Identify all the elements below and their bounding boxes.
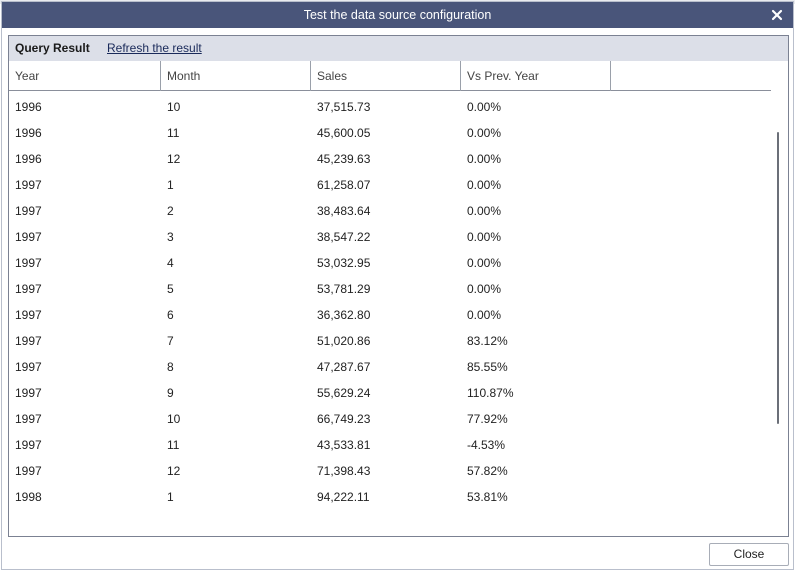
cell-month: 1 xyxy=(167,490,174,504)
cell-vs-prev-year: 77.92% xyxy=(467,412,508,426)
cell-vs-prev-year: 0.00% xyxy=(467,308,502,322)
cell-year: 1997 xyxy=(15,256,42,270)
table-row[interactable]: 1997 12 71,398.43 57.82% xyxy=(9,458,771,484)
cell-vs-prev-year: 0.00% xyxy=(467,100,502,114)
cell-sales: 38,483.64 xyxy=(317,204,371,218)
cell-month: 4 xyxy=(167,256,174,270)
cell-month: 12 xyxy=(167,152,181,166)
table-body: 1996 10 37,515.73 0.00% 1996 11 45,600.05 0.00%… xyxy=(9,92,771,532)
dialog-title-bar: Test the data source configuration xyxy=(2,2,793,28)
cell-vs-prev-year: 0.00% xyxy=(467,204,502,218)
cell-month: 10 xyxy=(167,100,181,114)
cell-sales: 51,020.86 xyxy=(317,334,371,348)
dialog-title: Test the data source configuration xyxy=(303,8,492,22)
cell-month: 8 xyxy=(167,360,174,374)
cell-sales: 43,533.81 xyxy=(317,438,371,452)
table-row[interactable]: 1997 2 38,483.64 0.00% xyxy=(9,198,771,224)
cell-vs-prev-year: 83.12% xyxy=(467,334,508,348)
cell-month: 5 xyxy=(167,282,174,296)
cell-month: 9 xyxy=(167,386,174,400)
cell-year: 1997 xyxy=(15,230,42,244)
cell-sales: 45,600.05 xyxy=(317,126,371,140)
table-row[interactable]: 1997 8 47,287.67 85.55% xyxy=(9,354,771,380)
close-icon[interactable] xyxy=(767,5,787,25)
cell-month: 6 xyxy=(167,308,174,322)
cell-sales: 53,032.95 xyxy=(317,256,371,270)
cell-month: 1 xyxy=(167,178,174,192)
table-row[interactable]: 1997 4 53,032.95 0.00% xyxy=(9,250,771,276)
cell-month: 2 xyxy=(167,204,174,218)
table-row[interactable]: 1997 1 61,258.07 0.00% xyxy=(9,172,771,198)
cell-sales: 38,547.22 xyxy=(317,230,371,244)
cell-vs-prev-year: 0.00% xyxy=(467,178,502,192)
table-header: Year Month Sales Vs Prev. Year xyxy=(9,61,771,91)
cell-sales: 61,258.07 xyxy=(317,178,371,192)
cell-vs-prev-year: -4.53% xyxy=(467,438,506,452)
cell-sales: 47,287.67 xyxy=(317,360,371,374)
cell-sales: 55,629.24 xyxy=(317,386,371,400)
cell-year: 1997 xyxy=(15,204,42,218)
cell-vs-prev-year: 57.82% xyxy=(467,464,508,478)
cell-vs-prev-year: 0.00% xyxy=(467,152,502,166)
panel-header: Query Result Refresh the result xyxy=(9,36,788,61)
cell-month: 10 xyxy=(167,412,181,426)
cell-sales: 94,222.11 xyxy=(317,490,370,504)
cell-vs-prev-year: 0.00% xyxy=(467,126,502,140)
cell-vs-prev-year: 110.87% xyxy=(467,386,514,400)
close-button[interactable]: Close xyxy=(709,543,789,566)
column-header-year[interactable]: Year xyxy=(9,61,161,91)
table-row[interactable]: 1996 10 37,515.73 0.00% xyxy=(9,94,771,120)
cell-month: 7 xyxy=(167,334,174,348)
cell-sales: 71,398.43 xyxy=(317,464,371,478)
query-result-label: Query Result xyxy=(15,41,90,55)
cell-vs-prev-year: 85.55% xyxy=(467,360,508,374)
cell-month: 3 xyxy=(167,230,174,244)
query-result-panel: Query Result Refresh the result Year Mon… xyxy=(8,35,789,537)
table-row[interactable]: 1997 10 66,749.23 77.92% xyxy=(9,406,771,432)
table-row[interactable]: 1997 9 55,629.24 110.87% xyxy=(9,380,771,406)
refresh-result-link[interactable]: Refresh the result xyxy=(107,41,202,55)
cell-year: 1997 xyxy=(15,308,42,322)
cell-sales: 53,781.29 xyxy=(317,282,371,296)
vertical-scrollbar[interactable] xyxy=(775,92,781,532)
table-row[interactable]: 1997 11 43,533.81 -4.53% xyxy=(9,432,771,458)
cell-month: 11 xyxy=(167,438,180,452)
cell-year: 1997 xyxy=(15,412,42,426)
cell-year: 1997 xyxy=(15,438,42,452)
column-header-sales[interactable]: Sales xyxy=(311,61,461,91)
column-header-month[interactable]: Month xyxy=(161,61,311,91)
cell-sales: 45,239.63 xyxy=(317,152,371,166)
table-row[interactable]: 1997 5 53,781.29 0.00% xyxy=(9,276,771,302)
cell-year: 1997 xyxy=(15,282,42,296)
cell-year: 1997 xyxy=(15,464,42,478)
cell-sales: 37,515.73 xyxy=(317,100,371,114)
cell-sales: 36,362.80 xyxy=(317,308,371,322)
cell-year: 1996 xyxy=(15,100,42,114)
cell-vs-prev-year: 0.00% xyxy=(467,230,502,244)
column-header-vs-prev-year[interactable]: Vs Prev. Year xyxy=(461,61,611,91)
cell-vs-prev-year: 53.81% xyxy=(467,490,508,504)
table-row[interactable]: 1997 7 51,020.86 83.12% xyxy=(9,328,771,354)
cell-month: 11 xyxy=(167,126,180,140)
table-row[interactable]: 1996 11 45,600.05 0.00% xyxy=(9,120,771,146)
cell-vs-prev-year: 0.00% xyxy=(467,256,502,270)
cell-year: 1997 xyxy=(15,360,42,374)
cell-year: 1997 xyxy=(15,386,42,400)
scrollbar-thumb[interactable] xyxy=(777,132,779,424)
table-row[interactable]: 1996 12 45,239.63 0.00% xyxy=(9,146,771,172)
cell-year: 1996 xyxy=(15,126,42,140)
table-row[interactable]: 1997 6 36,362.80 0.00% xyxy=(9,302,771,328)
table-row[interactable]: 1998 1 94,222.11 53.81% xyxy=(9,484,771,510)
cell-year: 1996 xyxy=(15,152,42,166)
cell-sales: 66,749.23 xyxy=(317,412,371,426)
cell-year: 1997 xyxy=(15,178,42,192)
cell-vs-prev-year: 0.00% xyxy=(467,282,502,296)
cell-year: 1998 xyxy=(15,490,42,504)
cell-month: 12 xyxy=(167,464,181,478)
cell-year: 1997 xyxy=(15,334,42,348)
table-row[interactable]: 1997 3 38,547.22 0.00% xyxy=(9,224,771,250)
